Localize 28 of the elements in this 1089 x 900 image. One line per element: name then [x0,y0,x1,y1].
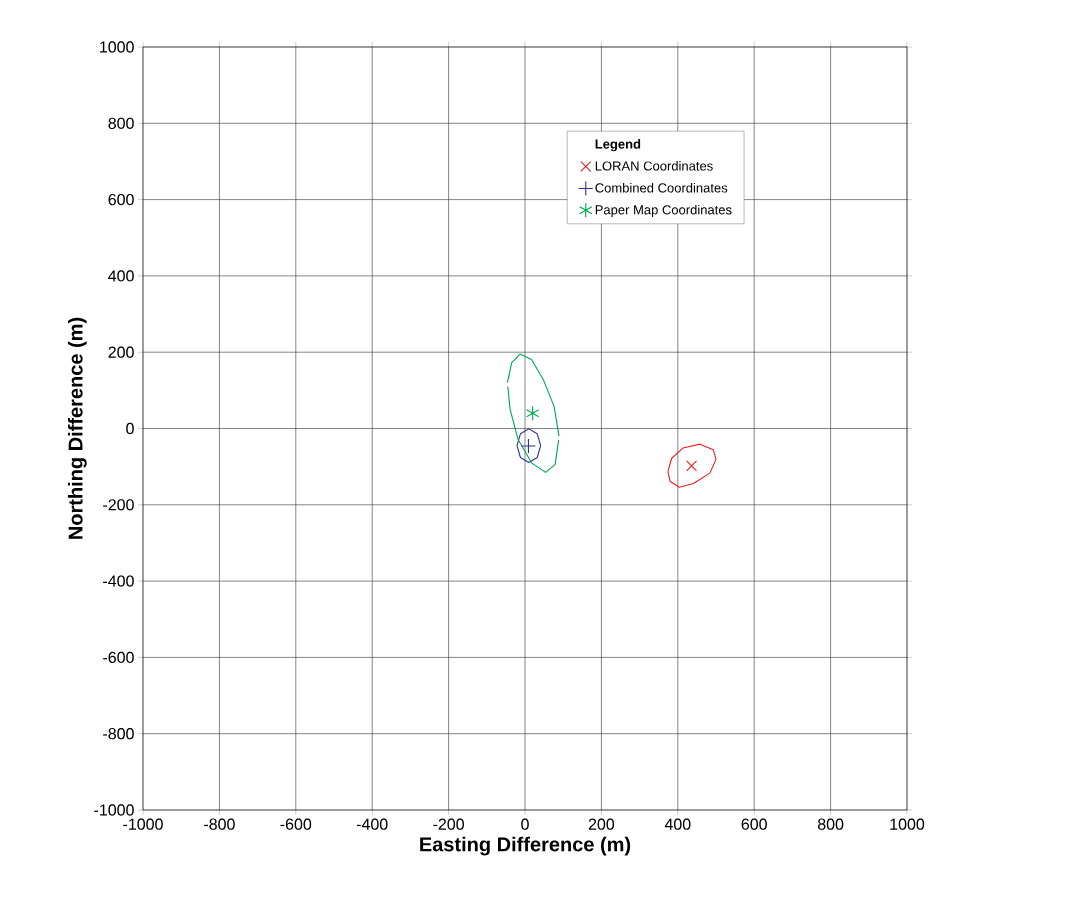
y-axis-title: Northing Difference (m) [67,317,87,539]
y-tick-label: 400 [108,270,134,282]
x-tick-label: -800 [204,818,235,830]
y-tick-label: 800 [108,117,134,129]
x-tick-label: -600 [280,818,312,830]
y-tick-label: -600 [103,651,134,664]
legend-label: LORAN Coordinates [595,161,713,171]
x-tick-label: 400 [664,818,691,830]
x-tick-label: -200 [433,818,464,830]
x-tick-label: 800 [817,818,844,830]
y-tick-label: 1000 [100,41,134,53]
y-tick-label: -1000 [94,804,134,816]
y-tick-label: 0 [126,422,134,435]
legend-label: Paper Map Coordinates [595,204,732,217]
y-tick-label: -400 [103,575,134,587]
x-tick-label: 200 [588,818,615,830]
y-tick-label: 200 [108,346,134,358]
y-tick-label: -800 [103,728,134,740]
legend-title: Legend [595,139,641,152]
x-tick-label: -1000 [123,818,163,830]
x-tick-label: 0 [521,818,529,830]
x-tick-label: -400 [356,818,388,830]
x-tick-label: 600 [741,818,767,830]
x-axis-title: Easting Difference (m) [420,836,631,856]
legend-label: Combined Coordinates [595,182,728,193]
y-tick-label: -200 [103,499,134,511]
y-tick-label: 600 [108,193,134,206]
x-tick-label: 1000 [890,818,925,830]
